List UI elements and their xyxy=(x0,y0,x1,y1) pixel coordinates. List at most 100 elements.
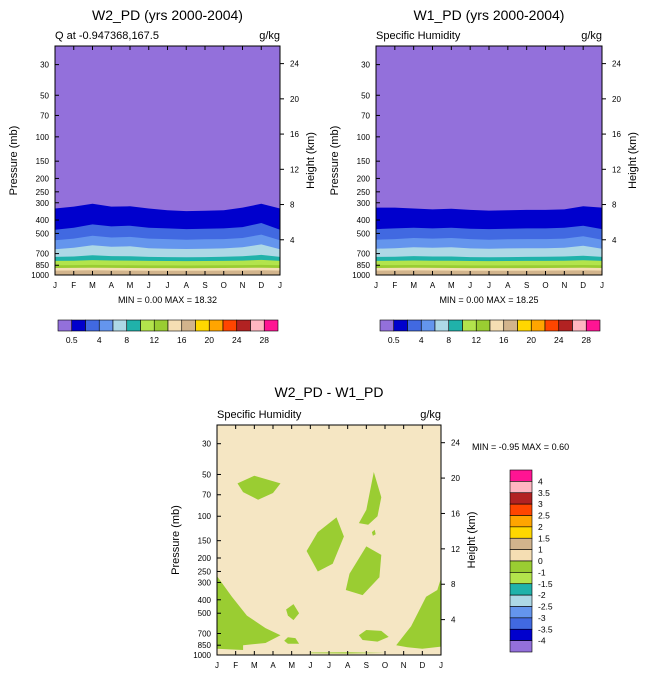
colorbar-box xyxy=(509,583,533,596)
colorbar-label: 20 xyxy=(205,335,215,345)
chart-subtitle: Q at -0.947368,167.5 xyxy=(55,30,159,42)
colorbar-box xyxy=(420,319,436,332)
min-label: MIN = xyxy=(472,442,499,452)
colorbar-box xyxy=(57,319,73,332)
colorbar-box xyxy=(434,319,450,332)
colorbar-label: 20 xyxy=(527,335,537,345)
y-tick-label: 200 xyxy=(36,174,50,183)
y-tick-label: 150 xyxy=(357,157,371,166)
colorbar-box xyxy=(407,319,422,332)
y-tick-label: 30 xyxy=(202,440,211,449)
x-tick-label: M xyxy=(448,281,455,290)
colorbar-label: 24 xyxy=(232,335,242,345)
x-tick-label: M xyxy=(410,281,417,290)
y-tick-label: 50 xyxy=(361,91,370,100)
x-tick-label: S xyxy=(364,661,369,670)
x-tick-label: J xyxy=(468,281,472,290)
y-tick-label: 500 xyxy=(36,229,50,238)
y-tick-label: 100 xyxy=(36,133,50,142)
y-tick-label: 70 xyxy=(361,111,370,120)
x-tick-label: F xyxy=(71,281,76,290)
chart-title: W2_PD - W1_PD xyxy=(275,384,384,400)
colorbar-box xyxy=(222,319,238,332)
colorbar-box xyxy=(530,319,546,332)
colorbar-box xyxy=(509,572,533,585)
colorbar-box xyxy=(195,319,210,332)
x-tick-label: J xyxy=(327,661,331,670)
y-tick-label: 400 xyxy=(198,596,212,605)
y-tick-label: 300 xyxy=(36,199,50,208)
x-tick-label: J xyxy=(308,661,312,670)
colorbar-box xyxy=(509,560,533,573)
colorbar-box xyxy=(509,503,533,516)
y-tick-label: 100 xyxy=(198,512,212,521)
filled-contours xyxy=(55,46,280,275)
colorbar-box xyxy=(509,640,533,653)
x-tick-label: A xyxy=(184,281,190,290)
y-tick-label: 400 xyxy=(36,216,50,225)
x-tick-label: J xyxy=(600,281,604,290)
height-tick-label: 16 xyxy=(612,130,621,139)
y-tick-label: 150 xyxy=(36,157,50,166)
colorbar-label: 4 xyxy=(538,476,543,486)
x-tick-label: A xyxy=(430,281,436,290)
colorbar-box xyxy=(509,537,533,550)
x-tick-label: N xyxy=(561,281,567,290)
colorbar-box xyxy=(509,606,533,619)
max-value: 18.32 xyxy=(195,295,218,305)
colorbar-box xyxy=(250,319,265,332)
x-tick-label: O xyxy=(542,281,548,290)
height-tick-label: 16 xyxy=(290,130,299,139)
colorbar-label: 16 xyxy=(177,335,187,345)
region-oct-low xyxy=(358,630,389,642)
colorbar-label: -3.5 xyxy=(538,624,553,634)
region-jun-low xyxy=(284,637,300,644)
colorbar-label: -1 xyxy=(538,567,546,577)
x-tick-label: J xyxy=(278,281,282,290)
height-tick-label: 24 xyxy=(290,60,299,69)
y-tick-label: 250 xyxy=(198,567,212,576)
max-label: MAX = xyxy=(165,295,195,305)
x-tick-label: N xyxy=(401,661,407,670)
colorbar-box xyxy=(585,319,601,332)
x-tick-label: J xyxy=(374,281,378,290)
region-apr-dot xyxy=(286,604,300,621)
colorbar-box xyxy=(448,319,463,332)
colorbar-box xyxy=(379,319,395,332)
colorbar-box xyxy=(558,319,573,332)
colorbar-label: 8 xyxy=(124,335,129,345)
chart-title: W1_PD (yrs 2000-2004) xyxy=(414,7,565,23)
x-tick-label: N xyxy=(240,281,246,290)
y-tick-label: 250 xyxy=(357,188,371,197)
colorbar-box xyxy=(503,319,518,332)
colorbar-label: -1.5 xyxy=(538,579,553,589)
colorbar-box xyxy=(181,319,196,332)
colorbar-box xyxy=(236,319,251,332)
filled-contours xyxy=(376,46,602,275)
colorbar-box xyxy=(489,319,505,332)
y-tick-label: 300 xyxy=(198,578,212,587)
colorbar-label: -2.5 xyxy=(538,602,553,612)
plot-frame xyxy=(375,45,603,276)
colorbar-label: 0 xyxy=(538,556,543,566)
colorbar-box xyxy=(509,492,533,505)
colorbar-label: 3.5 xyxy=(538,488,550,498)
max-value: 0.60 xyxy=(552,442,570,452)
colorbar-label: -4 xyxy=(538,636,546,646)
y-tick-label: 30 xyxy=(40,61,49,70)
chart-subtitle: Specific Humidity xyxy=(376,30,461,42)
x-tick-label: J xyxy=(53,281,57,290)
colorbar-box xyxy=(167,319,183,332)
x-tick-label: J xyxy=(439,661,443,670)
colorbar-label: -3 xyxy=(538,613,546,623)
x-tick-label: M xyxy=(89,281,96,290)
y-axis-label: Pressure (mb) xyxy=(8,126,20,196)
y-tick-label: 150 xyxy=(198,537,212,546)
plot-frame xyxy=(54,45,281,276)
colorbar-box xyxy=(475,319,491,332)
y-tick-label: 850 xyxy=(36,261,50,270)
x-tick-label: J xyxy=(487,281,491,290)
y-tick-label: 200 xyxy=(198,554,212,563)
colorbar-label: 12 xyxy=(472,335,482,345)
